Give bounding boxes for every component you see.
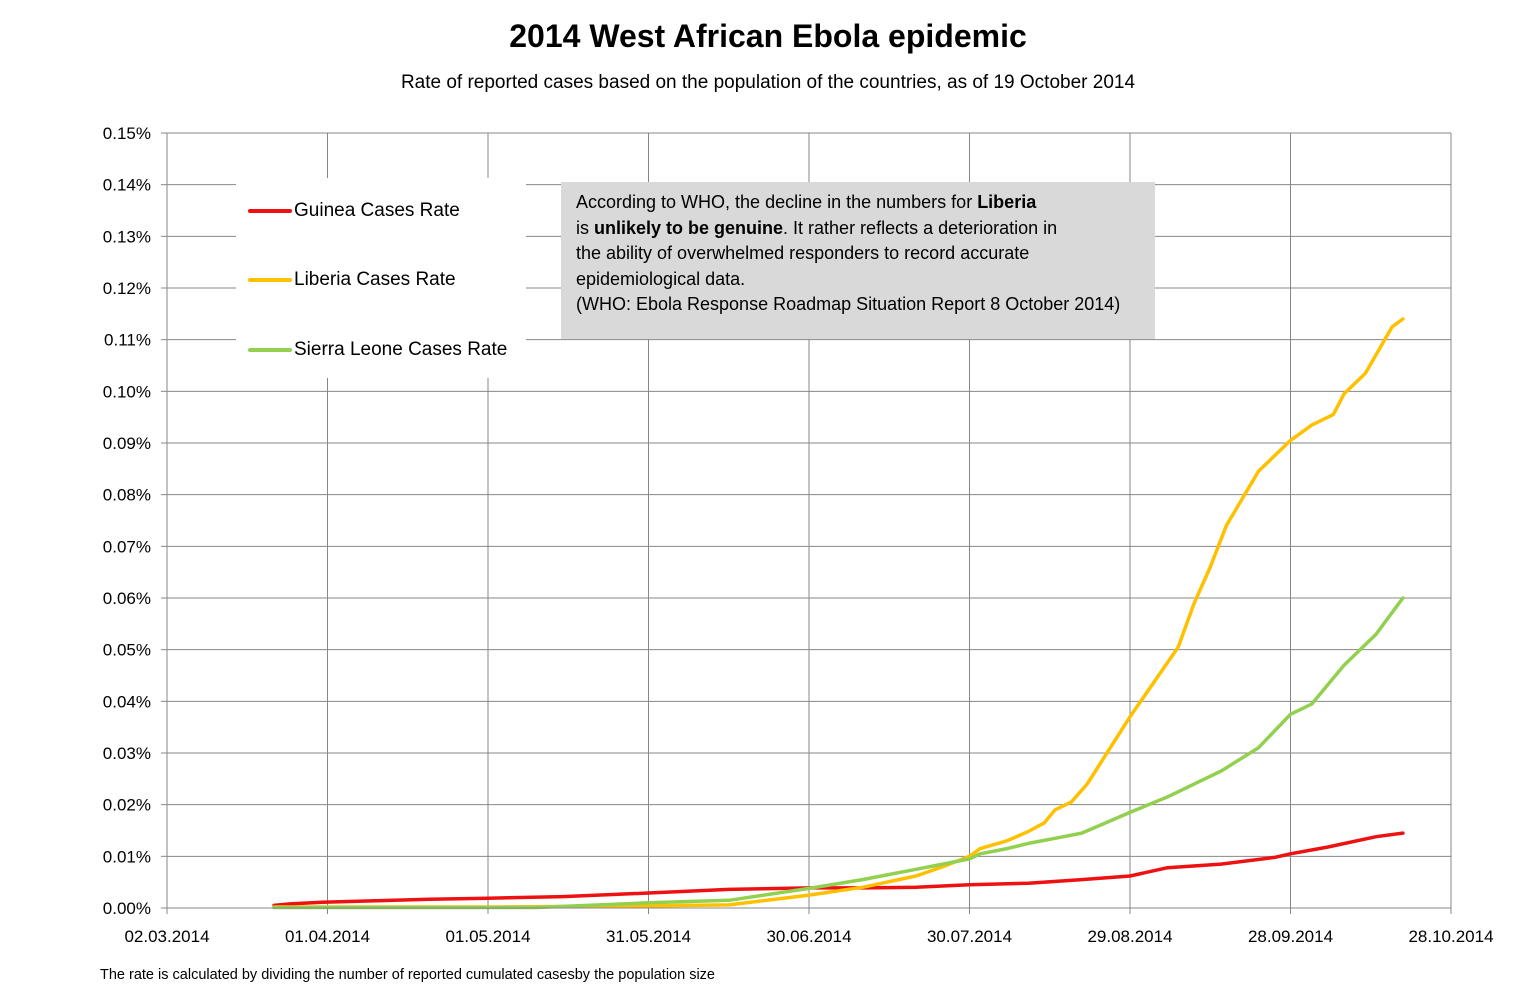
legend-item-liberia: Liberia Cases Rate — [248, 265, 456, 295]
y-tick-label: 0.05% — [103, 641, 151, 660]
axes — [161, 132, 1452, 914]
x-tick-label: 28.10.2014 — [1408, 927, 1493, 946]
legend-swatch-liberia — [248, 278, 292, 282]
y-tick-label: 0.15% — [103, 124, 151, 143]
y-tick-label: 0.02% — [103, 796, 151, 815]
y-tick-label: 0.09% — [103, 434, 151, 453]
legend-item-sierra-leone: Sierra Leone Cases Rate — [248, 335, 507, 365]
x-tick-label: 29.08.2014 — [1087, 927, 1172, 946]
legend-item-guinea: Guinea Cases Rate — [248, 196, 460, 226]
y-tick-label: 0.11% — [104, 331, 151, 350]
y-tick-label: 0.08% — [103, 486, 151, 505]
legend-swatch-guinea — [248, 209, 292, 213]
chart-subtitle: Rate of reported cases based on the popu… — [400, 72, 1136, 93]
footnote: The rate is calculated by dividing the n… — [100, 967, 715, 983]
series-line-liberia — [272, 317, 1405, 909]
annotation-line-4: epidemiological data. — [576, 268, 746, 289]
y-tick-label: 0.13% — [103, 227, 151, 246]
y-tick-label: 0.00% — [103, 899, 151, 918]
x-tick-label: 01.04.2014 — [285, 927, 370, 946]
y-tick-label: 0.06% — [103, 589, 151, 608]
series-line-sierra-leone — [272, 596, 1405, 910]
legend-swatch-sierra-leone — [248, 348, 292, 352]
annotation-line-3: the ability of overwhelmed responders to… — [576, 243, 1030, 264]
y-tick-label: 0.14% — [103, 176, 151, 195]
annotation-line-2: is unlikely to be genuine. It rather ref… — [576, 217, 1058, 238]
y-tick-label: 0.03% — [103, 744, 151, 763]
legend-label-liberia: Liberia Cases Rate — [294, 269, 456, 290]
x-tick-label: 28.09.2014 — [1248, 927, 1333, 946]
x-tick-label: 31.05.2014 — [606, 927, 691, 946]
y-tick-labels: 0.00% 0.01% 0.02% 0.03% 0.04% 0.05% 0.06% 0.07%… — [103, 124, 151, 918]
x-tick-label: 30.06.2014 — [766, 927, 851, 946]
series-line-guinea — [272, 831, 1405, 908]
chart-title: 2014 West African Ebola epidemic — [509, 18, 1027, 54]
series-lines — [272, 317, 1405, 910]
x-tick-label: 01.05.2014 — [445, 927, 530, 946]
legend-label-guinea: Guinea Cases Rate — [294, 200, 460, 221]
y-tick-label: 0.10% — [103, 382, 151, 401]
who-annotation-box: According to WHO, the decline in the num… — [561, 182, 1155, 339]
y-tick-label: 0.01% — [103, 847, 151, 866]
y-tick-label: 0.12% — [103, 279, 151, 298]
y-tick-label: 0.07% — [103, 537, 151, 556]
x-tick-label: 02.03.2014 — [124, 927, 209, 946]
x-tick-label: 30.07.2014 — [927, 927, 1012, 946]
legend-label-sierra-leone: Sierra Leone Cases Rate — [294, 339, 508, 360]
annotation-line-1: According to WHO, the decline in the num… — [576, 192, 1037, 212]
x-tick-labels: 02.03.2014 01.04.2014 01.05.2014 31.05.2014… — [124, 927, 1493, 946]
annotation-line-5: (WHO: Ebola Response Roadmap Situation R… — [576, 294, 1121, 315]
y-tick-label: 0.04% — [103, 692, 151, 711]
legend: Guinea Cases Rate Liberia Cases Rate Sie… — [236, 178, 526, 378]
